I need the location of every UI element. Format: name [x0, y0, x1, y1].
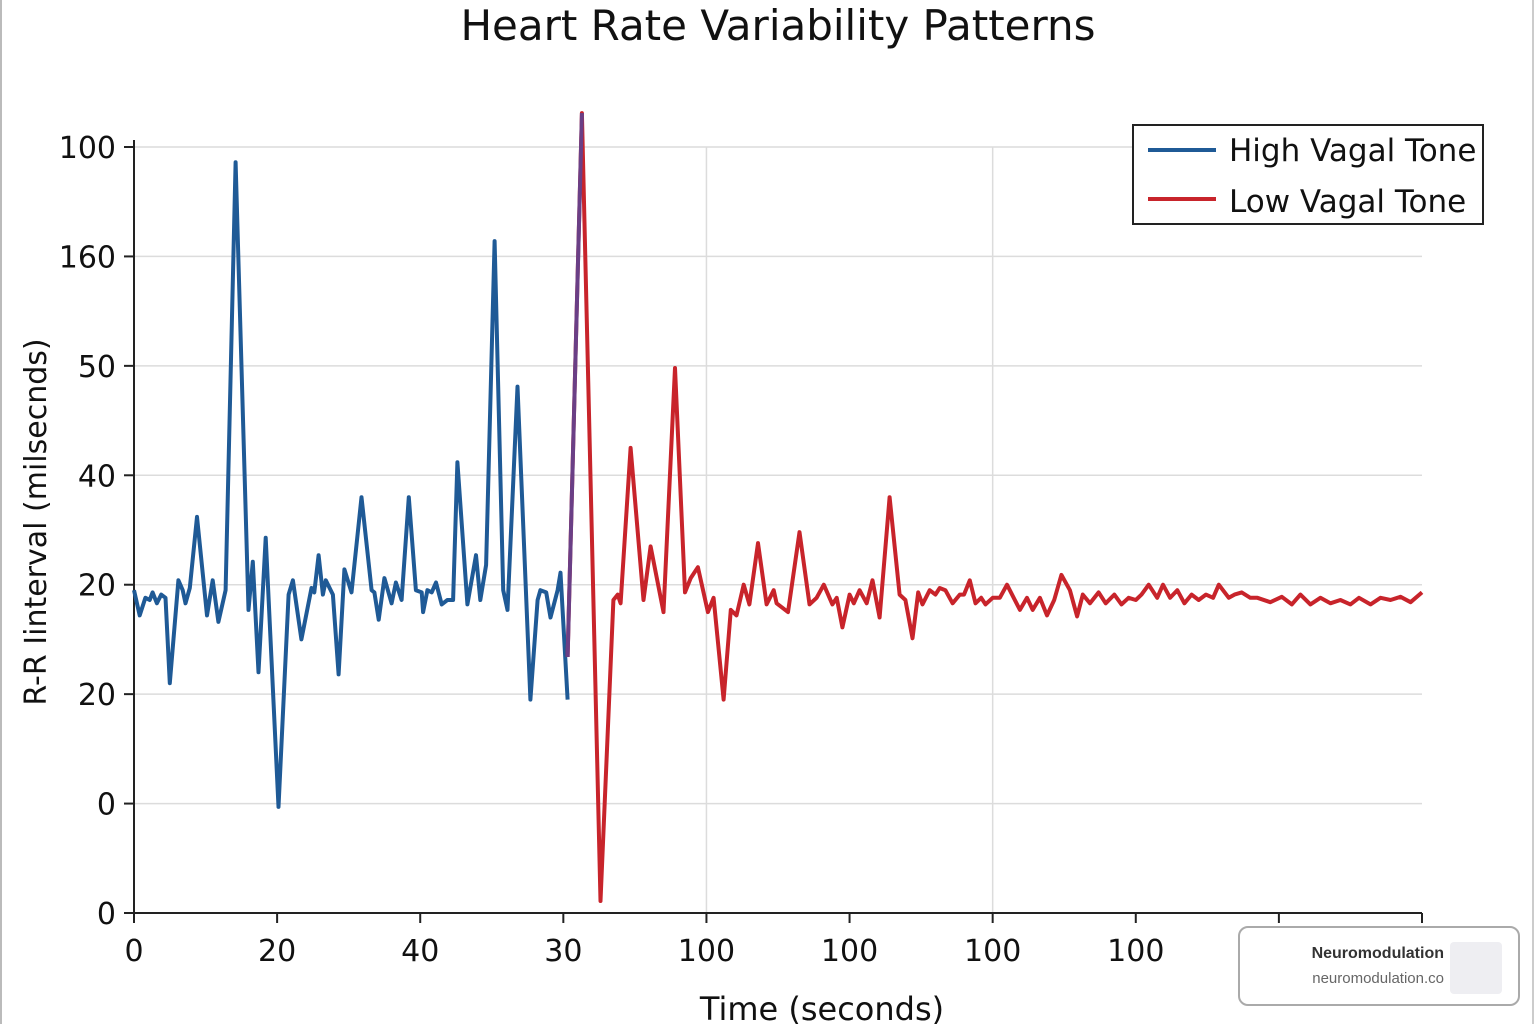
x-tick-label: 30	[544, 934, 582, 969]
legend-label-high-vagal: High Vagal Tone	[1229, 133, 1476, 169]
legend: High Vagal Tone Low Vagal Tone	[1132, 124, 1484, 225]
chart-title: Heart Rate Variability Patterns	[460, 1, 1095, 50]
watermark-badge: Neuromodulation neuromodulation.co	[1238, 926, 1520, 1006]
x-tick-label: 0	[124, 934, 143, 969]
y-tick-label: 20	[78, 678, 116, 713]
x-tick-label: 40	[401, 934, 439, 969]
axes	[124, 140, 1423, 923]
y-tick-label: 100	[59, 131, 116, 166]
series-lines	[132, 111, 1424, 903]
x-tick-label: 100	[821, 934, 878, 969]
y-tick-label: 50	[78, 350, 116, 385]
y-axis-label: R-R Iinterval (milsecnds)	[19, 338, 54, 705]
x-tick-label: 20	[258, 934, 296, 969]
gridlines	[134, 146, 1422, 913]
x-tick-label: 100	[964, 934, 1021, 969]
x-tick-label: 100	[1107, 934, 1164, 969]
y-tick-label: 20	[78, 569, 116, 604]
transition-segment	[565, 113, 584, 657]
legend-label-low-vagal: Low Vagal Tone	[1229, 184, 1466, 220]
watermark-logo-icon	[1450, 942, 1502, 994]
series-line-high-vagal	[132, 160, 570, 809]
watermark-title: Neuromodulation	[1311, 945, 1444, 962]
y-tick-label: 0	[97, 897, 116, 932]
x-axis-label: Time (seconds)	[699, 990, 944, 1024]
y-tick-label: 40	[78, 459, 116, 494]
legend-box	[1132, 124, 1484, 225]
series-line-low-vagal	[565, 111, 1424, 903]
y-tick-label: 160	[59, 240, 116, 275]
y-tick-label: 0	[97, 788, 116, 823]
x-tick-label: 100	[678, 934, 735, 969]
watermark-url: neuromodulation.co	[1312, 970, 1444, 987]
